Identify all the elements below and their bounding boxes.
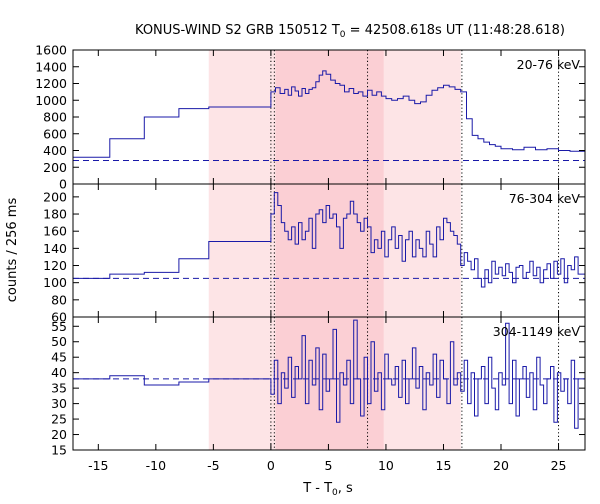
y-tick-label: 25	[51, 412, 67, 427]
y-tick-label: 60	[51, 310, 67, 325]
panel-energy-label: 76-304 keV	[509, 191, 581, 206]
x-tick-label: 25	[551, 458, 567, 473]
y-tick-label: 160	[43, 224, 67, 239]
y-tick-label: 800	[43, 110, 67, 125]
y-tick-label: 140	[43, 241, 67, 256]
chart-title-subscript: 0	[340, 30, 346, 40]
y-tick-label: 20	[51, 427, 67, 442]
x-tick-label: -15	[88, 458, 108, 473]
y-tick-label: 50	[51, 334, 67, 349]
x-axis-label-main: T - T	[302, 481, 332, 496]
y-tick-label: 120	[43, 258, 67, 273]
y-tick-label: 0	[59, 177, 67, 192]
y-tick-label: 45	[51, 350, 67, 365]
panel-frame	[72, 316, 586, 451]
y-tick-label: 180	[43, 207, 67, 222]
chart-title-rest: = 42508.618s UT (11:48:28.618)	[346, 23, 565, 38]
y-tick-label: 100	[43, 275, 67, 290]
x-axis-label: T - T0, s	[302, 481, 353, 498]
series-line	[73, 70, 585, 158]
y-tick-label: 400	[43, 143, 67, 158]
x-tick-label: 5	[324, 458, 332, 473]
x-axis-label-subscript: 0	[332, 488, 338, 498]
y-tick-label: 80	[51, 292, 67, 307]
y-tick-label: 55	[51, 319, 67, 334]
y-tick-label: 200	[43, 189, 67, 204]
y-tick-label: 15	[51, 443, 67, 458]
chart-title-main: KONUS-WIND S2 GRB 150512 T	[135, 23, 340, 38]
x-tick-label: 20	[493, 458, 509, 473]
y-tick-label: 35	[51, 381, 67, 396]
x-tick-label: 15	[436, 458, 452, 473]
y-tick-label: 1600	[35, 43, 67, 58]
panel-energy-label: 304-1149 keV	[493, 324, 581, 339]
chart-title: KONUS-WIND S2 GRB 150512 T0 = 42508.618s…	[135, 23, 565, 40]
shaded-region-2	[275, 50, 384, 184]
y-tick-label: 1000	[35, 93, 67, 108]
panel-2: 60 80 100 120 140 160 180 200 76-304 keV	[43, 183, 586, 325]
x-axis-label-rest: , s	[338, 481, 353, 496]
y-axis-label: counts / 256 ms	[5, 198, 20, 303]
shaded-region-2	[275, 184, 384, 317]
y-tick-label: 600	[43, 126, 67, 141]
y-tick-label: 40	[51, 365, 67, 380]
series-line	[73, 192, 585, 288]
x-tick-label: -5	[207, 458, 219, 473]
series-line	[73, 319, 585, 429]
y-tick-label: 30	[51, 396, 67, 411]
panel-energy-label: 20-76 keV	[517, 57, 581, 72]
y-tick-label: 200	[43, 160, 67, 175]
y-tick-label: 1400	[35, 59, 67, 74]
x-tick-label: 10	[378, 458, 394, 473]
x-tick-label: -10	[146, 458, 166, 473]
y-tick-label: 1200	[35, 76, 67, 91]
x-tick-label: 0	[267, 458, 275, 473]
